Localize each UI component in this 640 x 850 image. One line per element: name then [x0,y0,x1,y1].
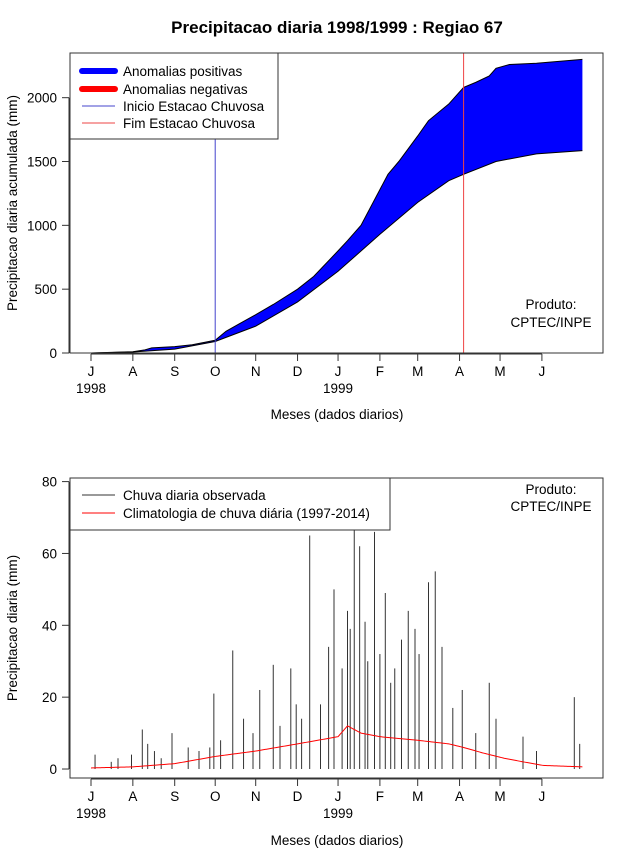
x-tick-label: D [293,789,303,804]
legend-label-observed: Chuva diaria observada [123,488,266,503]
series-lines-layer [90,58,583,354]
observed-bars-layer [94,524,581,770]
y-tick-label: 1500 [27,155,57,170]
legend-box [69,52,279,140]
y-axis: 0 500 1000 1500 2000 [27,91,70,361]
climatology-cumulative-line [90,150,583,354]
x-tick-label: N [251,364,261,379]
y-tick-label: 1000 [27,218,57,233]
x-tick-label: M [494,364,505,379]
legend-label-positive: Anomalias positivas [123,64,243,79]
x-tick-label: J [539,789,546,804]
x-tick-label: J [335,364,342,379]
x-tick-label: J [335,789,342,804]
y-tick-label: 0 [49,762,57,777]
y-tick-label: 20 [42,690,57,705]
legend-box [69,477,391,531]
year-label: 1999 [323,806,353,821]
credit-line-2: CPTEC/INPE [510,499,591,514]
chart-title: Precipitacao diaria 1998/1999 : Regiao 6… [171,18,503,37]
legend-label-fim: Fim Estacao Chuvosa [123,116,256,131]
x-tick-label: S [170,364,179,379]
y-tick-label: 60 [42,546,57,561]
x-tick-label: O [210,364,221,379]
positive-anomaly-area [91,59,583,353]
x-tick-label: A [455,364,464,379]
observed-cumulative-line [90,58,583,354]
year-label: 1998 [76,381,106,396]
x-tick-label: D [293,364,303,379]
x-axis-label: Meses (dados diarios) [271,833,404,848]
legend: Anomalias positivas Anomalias negativas … [69,52,279,140]
x-tick-label: F [376,364,384,379]
y-tick-label: 0 [49,346,57,361]
x-tick-label: F [376,789,384,804]
x-tick-label: O [210,789,221,804]
x-tick-label: J [88,789,95,804]
anomaly-area-layer [91,59,583,353]
x-tick-label: A [128,364,137,379]
x-tick-label: J [88,364,95,379]
legend-label-climatology: Climatologia de chuva diária (1997-2014) [123,506,370,521]
x-tick-label: A [455,789,464,804]
x-axis-label: Meses (dados diarios) [271,407,404,422]
legend-label-negative: Anomalias negativas [123,82,248,97]
y-tick-label: 2000 [27,91,57,106]
y-axis-label: Precipitacao diaria acumulada (mm) [5,95,20,311]
y-tick-label: 40 [42,618,57,633]
y-tick-label: 80 [42,475,57,490]
climatology-line-layer [90,725,583,769]
x-axis: J A S O N D J F M A M J 1998 1999 [76,353,546,396]
x-tick-label: M [494,789,505,804]
x-tick-label: J [539,364,546,379]
y-axis: 0 20 40 60 80 [42,475,70,777]
cumulative-precipitation-chart: 0 500 1000 1500 2000 J A S O N D J F M A M J 1998 1999 Me… [5,52,604,422]
x-tick-label: N [251,789,261,804]
x-axis: J A S O N D J F M A M J 1998 1999 [76,778,546,821]
x-tick-label: M [412,789,423,804]
daily-precipitation-chart: 0 20 40 60 80 J A S O N D J F M A M J 1998 1999 Meses (da… [5,475,604,848]
x-tick-label: A [128,789,137,804]
year-label: 1999 [323,381,353,396]
credit-line-1: Produto: [525,482,576,497]
legend: Chuva diaria observada Climatologia de c… [69,477,391,531]
legend-label-inicio: Inicio Estacao Chuvosa [123,99,265,114]
year-label: 1998 [76,806,106,821]
y-tick-label: 500 [34,282,57,297]
credit-line-2: CPTEC/INPE [510,315,591,330]
plot-frame [69,52,604,354]
x-tick-label: S [170,789,179,804]
climatology-line [90,725,583,769]
x-tick-label: M [412,364,423,379]
y-axis-label: Precipitacao diaria (mm) [5,555,20,701]
credit-line-1: Produto: [525,297,576,312]
